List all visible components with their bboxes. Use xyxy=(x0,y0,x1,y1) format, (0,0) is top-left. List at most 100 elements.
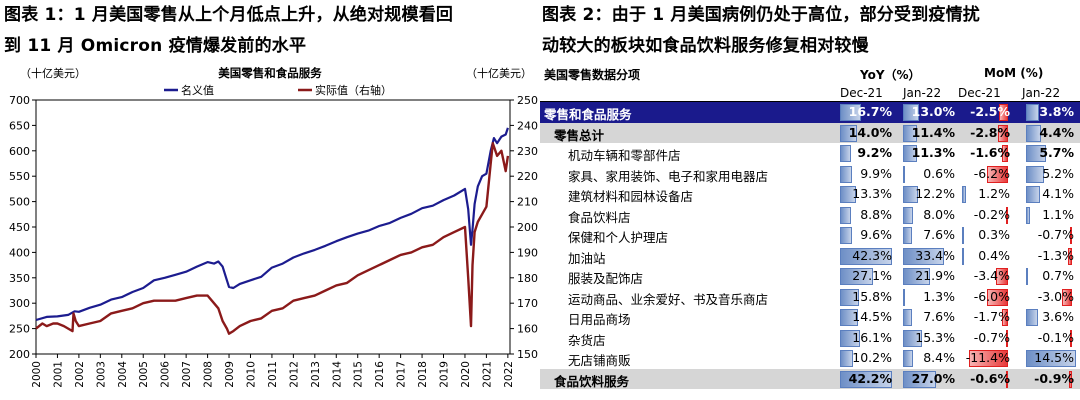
table-row: 无店铺商贩 10.2% 8.4% -11.4% 14.5% xyxy=(540,348,1080,369)
cell-value: 42.3% xyxy=(852,247,892,263)
cell-value: 33.4% xyxy=(915,247,955,263)
x-tick-label: 2012 xyxy=(288,361,300,388)
cell-data-bar xyxy=(998,124,1008,142)
table-cell: 21.9% xyxy=(903,267,957,285)
right-tick-label: 240 xyxy=(517,119,538,132)
cell-data-bar xyxy=(1006,206,1008,224)
cell-value: -3.4% xyxy=(973,268,1010,283)
cell-data-bar xyxy=(903,268,930,285)
table-cell: 16.1% xyxy=(840,329,894,347)
table-cell: 5.2% xyxy=(1022,165,1076,183)
cell-value: 0.7% xyxy=(1042,268,1074,283)
right-axis-unit: （十亿美元） xyxy=(466,66,532,80)
cell-data-bar xyxy=(903,288,905,306)
cell-value: 8.4% xyxy=(923,350,955,365)
table-cell: 14.5% xyxy=(1022,349,1076,367)
cell-data-bar xyxy=(986,165,1008,183)
cell-data-bar xyxy=(1026,350,1076,367)
x-tick-label: 2008 xyxy=(203,361,215,388)
cell-data-bar xyxy=(1026,145,1046,162)
table-row: 杂货店 16.1% 15.3% -0.7% -0.1% xyxy=(540,328,1080,349)
cell-data-bar xyxy=(1026,206,1030,224)
x-tick-label: 2003 xyxy=(95,361,107,388)
cell-data-bar xyxy=(1026,268,1029,285)
row-label: 运动商品、业余爱好、书及音乐商店 xyxy=(568,291,769,307)
table-cell: -3.0% xyxy=(1022,288,1076,306)
table-cell: 7.6% xyxy=(903,308,957,326)
table-cell: -0.7% xyxy=(958,329,1012,347)
cell-value: 16.1% xyxy=(852,329,892,345)
right-figure-title: 图表 2：由于 1 月美国病例仍处于高位，部分受到疫情扰 动较大的板块如食品饮料… xyxy=(542,0,1078,62)
x-tick-label: 2007 xyxy=(181,361,193,388)
cell-data-bar xyxy=(962,227,964,244)
right-tick-label: 180 xyxy=(517,272,538,285)
table-cell: 15.8% xyxy=(840,288,894,306)
cell-data-bar xyxy=(903,206,913,224)
cell-value: 4.4% xyxy=(1039,124,1074,140)
cell-data-bar xyxy=(903,165,905,183)
table-cell: 27.0% xyxy=(903,370,957,388)
yoy-group-header: YoY（%） xyxy=(860,68,921,82)
cell-value: 7.6% xyxy=(923,309,955,324)
x-tick-label: 2001 xyxy=(52,361,64,388)
table-cell: 27.1% xyxy=(840,267,894,285)
row-label: 家具、家用装饰、电子和家用电器店 xyxy=(568,168,769,184)
x-tick-label: 2018 xyxy=(417,361,429,388)
table-cell: 14.0% xyxy=(840,124,894,142)
right-tick-label: 210 xyxy=(517,196,538,209)
right-tick-label: 170 xyxy=(517,297,538,310)
left-tick-label: 200 xyxy=(9,348,30,361)
x-tick-label: 2004 xyxy=(117,361,129,388)
legend-label: 实际值（右轴） xyxy=(315,83,392,97)
cell-data-bar xyxy=(1026,104,1040,121)
cell-value: 12.2% xyxy=(915,186,955,201)
mom-group-header: MoM (%) xyxy=(984,66,1044,80)
cell-value: 15.8% xyxy=(852,288,892,304)
left-title-line1: 图表 1：1 月美国零售从上个月低点上升，从绝对规模看回 xyxy=(4,5,454,25)
table-row: 加油站 42.3% 33.4% 0.4% -1.3% xyxy=(540,246,1080,267)
table-cell: 11.4% xyxy=(903,124,957,142)
cell-value: 14.5% xyxy=(852,309,892,324)
cell-data-bar xyxy=(1068,370,1072,388)
cell-data-bar xyxy=(1069,227,1072,244)
cell-value: 14.5% xyxy=(1034,350,1074,365)
cell-value: -0.7% xyxy=(1037,227,1074,242)
cell-data-bar xyxy=(1026,165,1044,183)
table-row: 运动商品、业余爱好、书及音乐商店 15.8% 1.3% -6.0% -3.0% xyxy=(540,287,1080,308)
table-cell: 8.4% xyxy=(903,349,957,367)
row-label: 保健和个人护理店 xyxy=(568,230,669,245)
cell-value: 5.2% xyxy=(1042,165,1074,181)
table-row: 保健和个人护理店 9.6% 7.6% 0.3% -0.7% xyxy=(540,225,1080,246)
x-tick-label: 2019 xyxy=(439,361,451,388)
chart-legend: 名义值 实际值（右轴） xyxy=(164,83,392,97)
table-cell: -0.7% xyxy=(1022,226,1076,244)
row-label: 零售和食品服务 xyxy=(544,107,632,122)
cell-value: -0.7% xyxy=(973,329,1010,345)
x-tick-label: 2013 xyxy=(310,361,322,388)
row-label: 建筑材料和园林设备店 xyxy=(568,189,694,204)
row-label: 无店铺商贩 xyxy=(568,353,631,368)
right-axis: 250 240 230 220 210 200 190 180 170 160 150 xyxy=(510,94,538,361)
cell-value: 9.9% xyxy=(860,165,892,181)
table-body: 零售和食品服务 16.7% 13.0% -2.5% 3.8% 零售总计 14.0% 11.4%… xyxy=(540,102,1080,389)
cell-data-bar xyxy=(840,288,860,306)
x-tick-label: 2015 xyxy=(353,361,365,388)
row-label: 机动车辆和零部件店 xyxy=(568,148,681,163)
cell-value: -0.9% xyxy=(1034,370,1074,386)
cell-value: 8.8% xyxy=(860,206,892,222)
right-tick-label: 220 xyxy=(517,170,538,183)
row-label: 加油站 xyxy=(568,250,606,266)
table-cell: 0.4% xyxy=(958,247,1012,265)
table-cell: -6.2% xyxy=(958,165,1012,183)
right-tick-label: 250 xyxy=(517,94,538,107)
cell-value: -0.2% xyxy=(973,206,1010,222)
cell-value: 10.2% xyxy=(852,350,892,365)
cell-value: 9.2% xyxy=(857,145,892,160)
cell-value: 3.6% xyxy=(1042,309,1074,324)
left-tick-label: 250 xyxy=(9,323,30,336)
retail-breakdown-table: 美国零售数据分项 YoY（%） MoM (%) Dec-21 Jan-22 De… xyxy=(540,64,1080,389)
cell-data-bar xyxy=(840,309,858,326)
table-cell: 42.2% xyxy=(840,370,894,388)
cell-data-bar xyxy=(1070,329,1072,347)
cell-data-bar xyxy=(840,227,852,244)
